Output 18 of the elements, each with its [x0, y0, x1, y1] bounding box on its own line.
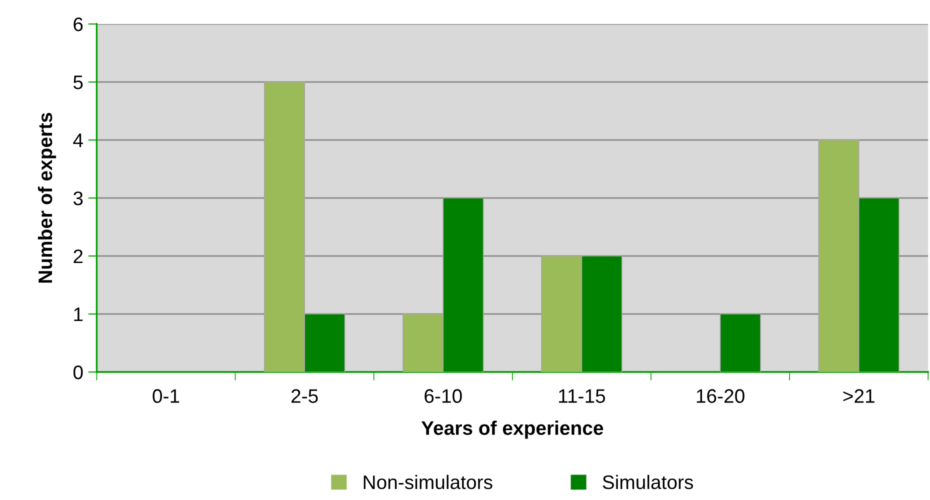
- y-tick-label: 4: [73, 134, 83, 148]
- y-axis-title: Number of experts: [38, 112, 56, 283]
- x-axis-title: Years of experience: [421, 420, 604, 439]
- x-tick-label: 16-20: [696, 389, 744, 403]
- x-tick-label: 6-10: [424, 389, 462, 403]
- x-tick-label: 0-1: [152, 389, 180, 403]
- x-tick-label: >21: [843, 389, 874, 403]
- bar: [720, 314, 761, 372]
- x-tick-label: 11-15: [559, 389, 606, 403]
- y-tick-label: 6: [74, 17, 83, 32]
- x-tick-label: 2-5: [292, 389, 318, 403]
- legend-label: Simulators: [602, 474, 694, 490]
- y-tick-label: 0: [73, 365, 83, 380]
- y-tick-label: 2: [74, 249, 83, 264]
- y-tick-label: 1: [74, 308, 83, 322]
- y-tick-label: 5: [73, 76, 83, 90]
- y-tick-label: 3: [73, 191, 83, 206]
- legend-label: Non-simulators: [364, 474, 492, 490]
